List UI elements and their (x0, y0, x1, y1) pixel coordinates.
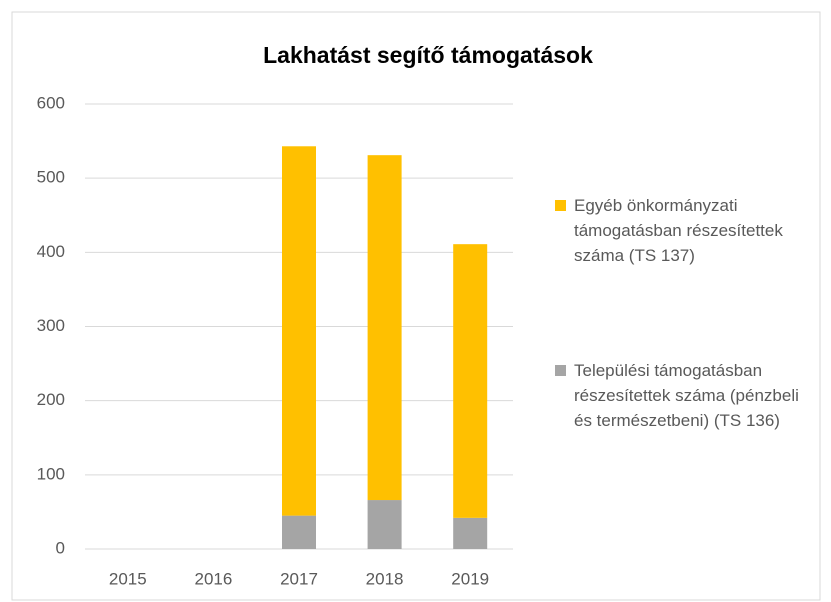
legend-label: Egyéb önkormányzati támogatásban részesí… (574, 196, 783, 265)
chart-frame (11, 11, 821, 601)
chart-title: Lakhatást segítő támogatások (263, 42, 593, 68)
y-tick-label: 0 (56, 538, 65, 557)
bar-segment (282, 515, 316, 549)
bar-segment (367, 500, 402, 549)
x-tick-label: 2019 (451, 569, 489, 588)
legend-swatch (555, 200, 566, 211)
x-tick-label: 2015 (109, 569, 147, 588)
y-tick-label: 200 (37, 390, 65, 409)
x-tick-label: 2018 (366, 569, 404, 588)
legend-swatch (555, 365, 566, 376)
bar-segment (453, 244, 488, 518)
y-tick-label: 400 (37, 242, 65, 261)
legend-entry: Egyéb önkormányzati támogatásban részesí… (555, 193, 815, 268)
bar-segment (282, 146, 316, 516)
y-tick-label: 300 (37, 316, 65, 335)
x-tick-label: 2016 (194, 569, 232, 588)
legend-label: Települési támogatásban részesítettek sz… (574, 361, 799, 430)
x-tick-label: 2017 (280, 569, 318, 588)
y-tick-label: 500 (37, 168, 65, 187)
bar-segment (367, 155, 402, 501)
legend-entry: Települési támogatásban részesítettek sz… (555, 358, 815, 433)
y-tick-label: 600 (37, 93, 65, 112)
y-tick-label: 100 (37, 464, 65, 483)
bar-segment (453, 517, 488, 549)
